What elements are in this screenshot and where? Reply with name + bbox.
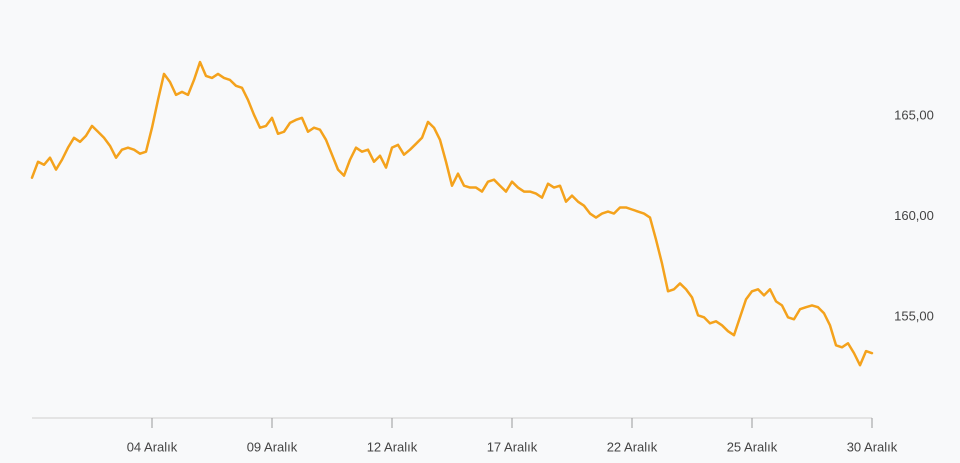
- y-tick-label: 165,00: [894, 107, 934, 122]
- x-tick-label: 17 Aralık: [487, 439, 538, 454]
- x-tick-label: 04 Aralık: [127, 439, 178, 454]
- x-tick-label: 30 Aralık: [847, 439, 898, 454]
- y-tick-label: 160,00: [894, 208, 934, 223]
- price-line: [30, 60, 874, 367]
- x-tick-label: 22 Aralık: [607, 439, 658, 454]
- x-tick-label: 12 Aralık: [367, 439, 418, 454]
- y-tick-label: 155,00: [894, 309, 934, 324]
- x-tick-label: 09 Aralık: [247, 439, 298, 454]
- x-tick-label: 25 Aralık: [727, 439, 778, 454]
